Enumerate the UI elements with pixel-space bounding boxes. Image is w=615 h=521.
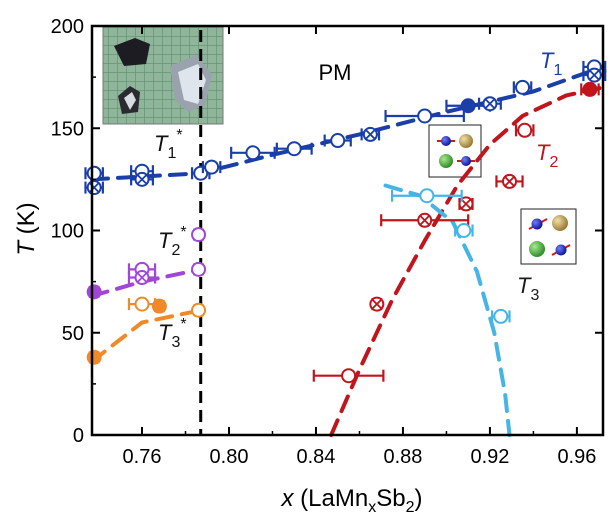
label-t1-star: T1* <box>154 127 183 162</box>
x-tick-label-1: 0.80 <box>210 446 249 468</box>
data-point-cross-T1-9 <box>365 129 376 140</box>
x-tick-label-0: 0.76 <box>123 446 162 468</box>
points-T2 <box>312 81 600 384</box>
y-tick-label-0: 0 <box>73 425 84 447</box>
y-tick-label-3: 150 <box>51 118 84 140</box>
data-point-T2star-4 <box>191 227 207 243</box>
points-T3star <box>86 296 207 365</box>
x-axis-title: x (LaMnxSb2) <box>281 485 423 516</box>
structure-inset-lower <box>520 208 577 265</box>
crystal-photo-inset <box>102 25 224 125</box>
label-t3: T3 <box>517 273 539 304</box>
data-point-cross-T2-3 <box>461 198 471 209</box>
data-point-cross-T1-3 <box>137 174 147 185</box>
y-tick-label-1: 50 <box>62 323 84 345</box>
structure-inset-upper <box>428 124 482 178</box>
data-point-T1-5 <box>204 159 220 175</box>
fit-curve-T3 <box>383 183 512 437</box>
label-t1: T1 <box>540 48 562 79</box>
data-point-T2-6 <box>582 81 598 97</box>
data-point-T1-8 <box>330 133 346 149</box>
data-point-T2-5 <box>517 122 533 138</box>
label-t3-star: T3* <box>158 316 187 351</box>
plot-area: 0.76 0.80 0.84 0.88 0.92 0.96 0 50 100 150 200 <box>51 16 607 468</box>
y-axis-title: T (K) <box>13 202 40 255</box>
data-point-T1-0 <box>86 165 102 181</box>
data-point-T3star-2 <box>151 298 167 314</box>
data-point-T3-2 <box>493 308 509 324</box>
data-point-T2-0 <box>341 368 357 384</box>
data-point-T3star-0 <box>86 349 102 365</box>
data-point-T3-1 <box>456 223 472 238</box>
data-point-T1-7 <box>286 141 302 157</box>
data-point-cross-T2-2 <box>419 215 430 226</box>
region-label-pm: PM <box>319 60 352 85</box>
x-tick-label-2: 0.84 <box>297 446 336 468</box>
data-point-cross-T1-12 <box>484 98 495 109</box>
data-point-T1-6 <box>245 145 261 161</box>
data-point-cross-T2star-2 <box>137 272 147 283</box>
points-T2star <box>86 227 207 300</box>
data-point-cross-T2-4 <box>504 176 515 187</box>
data-point-T3-0 <box>419 188 435 204</box>
data-point-T1-11 <box>460 98 476 114</box>
data-point-T1-10 <box>417 108 433 124</box>
label-t2-star: T2* <box>158 224 187 259</box>
points-T3 <box>390 188 511 324</box>
x-tick-label-4: 0.92 <box>470 446 509 468</box>
x-tick-label-5: 0.96 <box>557 446 596 468</box>
data-point-T1-13 <box>515 79 531 95</box>
y-tick-label-2: 100 <box>51 221 84 243</box>
fit-curve-T3star <box>90 308 203 364</box>
data-point-T3star-1 <box>134 296 150 312</box>
points-T1 <box>84 59 607 196</box>
data-point-T2star-0 <box>86 284 102 300</box>
data-point-cross-T2-1 <box>371 299 382 310</box>
label-t2: T2 <box>536 140 558 171</box>
data-point-T2star-3 <box>191 261 207 277</box>
data-point-T3star-3 <box>191 302 207 318</box>
y-tick-label-4: 200 <box>51 16 84 38</box>
x-tick-label-3: 0.88 <box>383 446 422 468</box>
data-point-cross-T1-15 <box>589 70 600 81</box>
fit-curve-T2 <box>329 85 605 437</box>
